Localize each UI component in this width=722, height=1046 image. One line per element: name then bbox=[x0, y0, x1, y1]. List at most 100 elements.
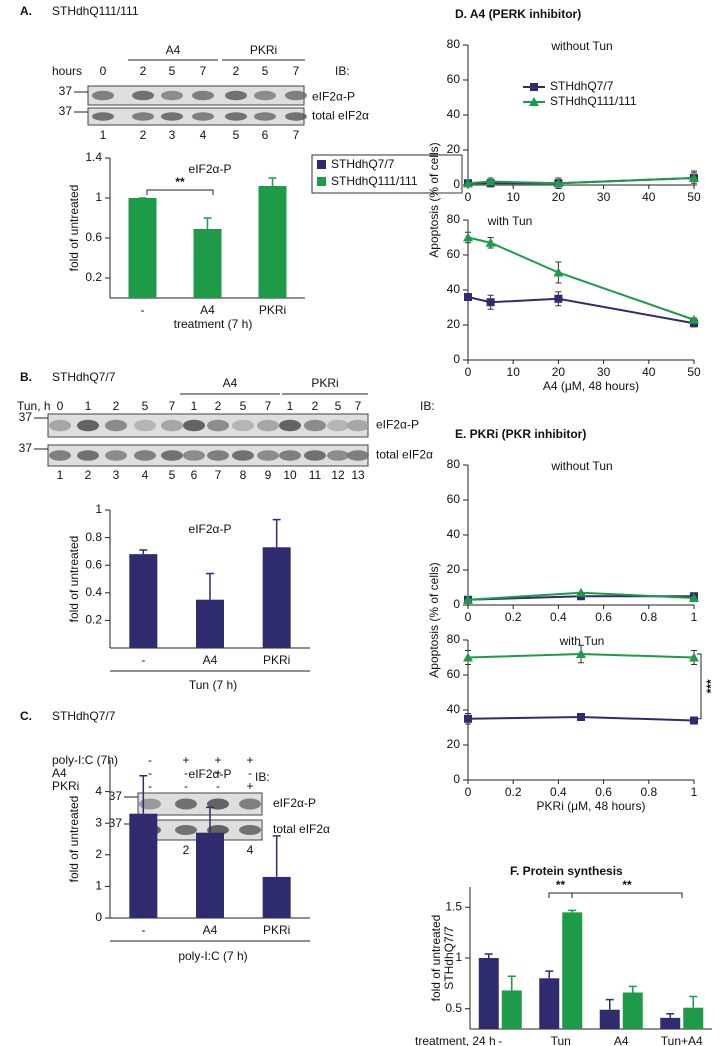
x-tick-label: Tun bbox=[551, 1034, 571, 1046]
series-line bbox=[467, 296, 695, 325]
blot-band bbox=[239, 825, 261, 835]
group-label: A4 bbox=[166, 43, 181, 57]
x-tick-label: A4 bbox=[203, 653, 218, 667]
y-axis-label: fold of untreated bbox=[67, 185, 81, 272]
chart-title: E. PKRi (PKR inhibitor) bbox=[455, 427, 586, 441]
chart-title: eIF2α-P bbox=[189, 522, 232, 536]
error-bar bbox=[484, 953, 493, 958]
y-tick-label: 2 bbox=[95, 847, 102, 861]
blot-band bbox=[254, 112, 276, 121]
point bbox=[485, 237, 496, 247]
bar bbox=[196, 599, 224, 648]
y-axis-label: STHdhQ7/7 bbox=[442, 926, 456, 990]
bar bbox=[501, 990, 522, 1029]
lane-number: 2 bbox=[85, 468, 92, 482]
blot-band bbox=[304, 450, 326, 461]
group-label: A4 bbox=[223, 376, 238, 390]
hour: 7 bbox=[200, 64, 207, 78]
hour: 2 bbox=[312, 399, 319, 413]
blot-band bbox=[139, 798, 161, 810]
band-label: eIF2α-P bbox=[376, 418, 419, 432]
condition-sign: + bbox=[214, 753, 221, 767]
point bbox=[576, 649, 586, 658]
y-axis-label: Apoptosis (% of cells) bbox=[427, 142, 441, 257]
x-tick-label: - bbox=[141, 303, 145, 317]
blot-band bbox=[134, 450, 156, 461]
lane-number: 3 bbox=[113, 468, 120, 482]
significance-label: *** bbox=[704, 679, 718, 693]
blot-band bbox=[207, 419, 229, 432]
condition-sign: - bbox=[184, 766, 188, 780]
band-label: eIF2α-P bbox=[273, 796, 316, 810]
blot-band bbox=[161, 450, 183, 461]
blot-band bbox=[105, 450, 127, 461]
legend-label: STHdhQ111/111 bbox=[550, 94, 637, 108]
x-axis-label: A4 (μM, 48 hours) bbox=[543, 379, 639, 393]
y-axis-label: fold of untreated bbox=[67, 796, 81, 883]
y-tick-label: 0.8 bbox=[85, 530, 102, 544]
hour: 2 bbox=[140, 64, 147, 78]
hour: 5 bbox=[262, 64, 269, 78]
y-tick-label: 60 bbox=[447, 247, 461, 261]
bar bbox=[262, 547, 291, 648]
point bbox=[464, 714, 472, 723]
y-axis-label: fold of untreated bbox=[429, 915, 443, 1002]
x-tick-label: 0 bbox=[465, 610, 472, 624]
point bbox=[554, 294, 563, 303]
y-tick-label: 80 bbox=[447, 37, 461, 51]
blot-band bbox=[49, 450, 71, 461]
hour: 1 bbox=[85, 399, 92, 413]
y-tick-label: 1.5 bbox=[445, 899, 462, 913]
point bbox=[553, 178, 564, 188]
blot-band bbox=[183, 419, 205, 432]
point bbox=[689, 652, 699, 662]
y-tick-label: 3 bbox=[95, 815, 102, 829]
blot-band bbox=[304, 419, 326, 432]
group-label: PKRi bbox=[311, 376, 338, 390]
significance-label: ** bbox=[556, 878, 566, 892]
blot-band bbox=[279, 419, 301, 432]
blot-band bbox=[49, 419, 71, 432]
lane-number: 4 bbox=[142, 468, 149, 482]
point bbox=[464, 293, 472, 301]
blot-band bbox=[347, 450, 369, 461]
bar bbox=[562, 912, 583, 1029]
error-bar bbox=[628, 985, 637, 993]
y-tick-label: 40 bbox=[447, 702, 461, 716]
bar bbox=[683, 1007, 704, 1029]
hours-label: Tun, h bbox=[17, 399, 51, 413]
y-tick-label: 20 bbox=[447, 562, 461, 576]
hour: 5 bbox=[169, 64, 176, 78]
lane-number: 2 bbox=[140, 128, 147, 142]
blot-band bbox=[105, 419, 127, 432]
mw-marker: 37 bbox=[19, 441, 33, 455]
blot-band bbox=[161, 112, 183, 121]
bar bbox=[129, 554, 158, 648]
x-tick-label: A4 bbox=[200, 303, 215, 317]
blot-band bbox=[257, 450, 279, 461]
significance-label: ** bbox=[175, 175, 185, 189]
blot-band bbox=[327, 419, 349, 432]
bar bbox=[660, 1017, 681, 1029]
lane-number: 10 bbox=[283, 468, 297, 482]
bar bbox=[622, 992, 643, 1029]
bar bbox=[539, 978, 560, 1029]
x-tick-label: - bbox=[141, 653, 145, 667]
condition-sign: - bbox=[148, 779, 152, 793]
blot-band bbox=[161, 90, 183, 101]
y-tick-label: 40 bbox=[447, 107, 461, 121]
blot bbox=[137, 792, 263, 816]
legend-swatch bbox=[317, 177, 326, 186]
blot-band bbox=[279, 450, 301, 461]
condition-label: PKRi bbox=[52, 779, 79, 793]
x-tick-label: 0 bbox=[465, 365, 472, 379]
lane-number: 3 bbox=[169, 128, 176, 142]
condition-label: poly-I:C (7h) bbox=[52, 753, 118, 767]
chart-subtitle: without Tun bbox=[550, 459, 612, 473]
hour: 5 bbox=[335, 399, 342, 413]
x-tick-label: 30 bbox=[597, 190, 611, 204]
x-tick-label: 10 bbox=[507, 190, 521, 204]
lane-number: 6 bbox=[191, 468, 198, 482]
y-tick-label: 60 bbox=[447, 72, 461, 86]
x-tick-label: 20 bbox=[552, 365, 566, 379]
